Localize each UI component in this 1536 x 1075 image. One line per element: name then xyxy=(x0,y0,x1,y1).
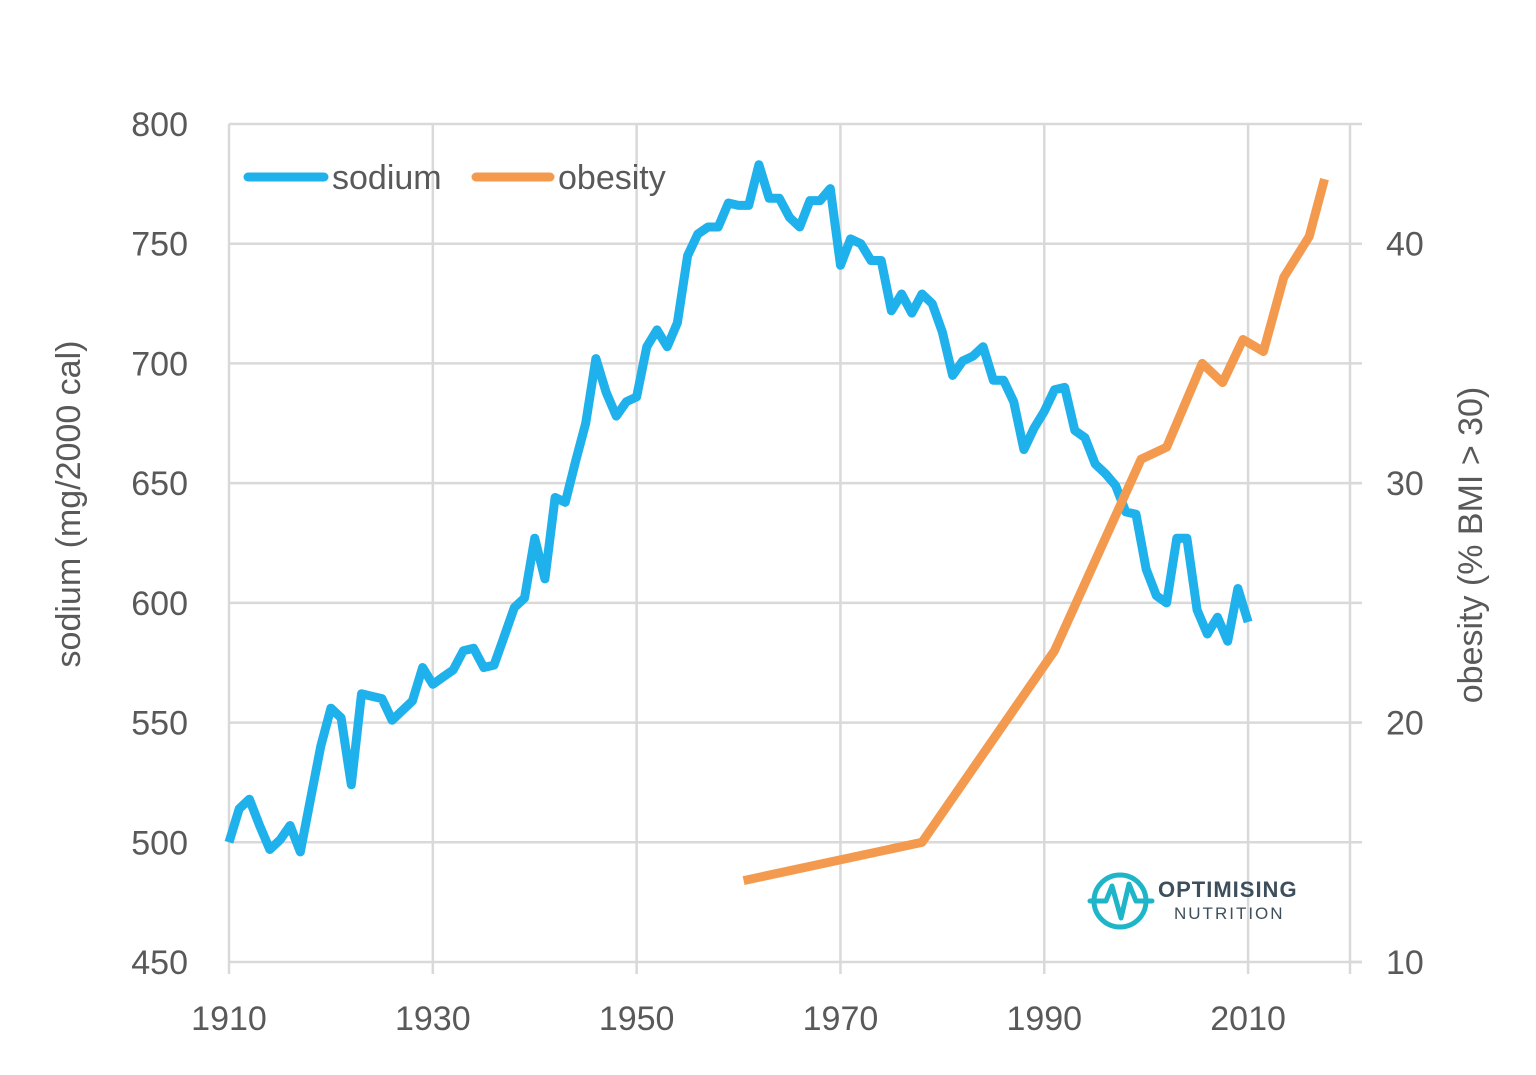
x-tick-label: 1910 xyxy=(191,1000,267,1038)
left-axis-ticks: 450 500 550 600 650 700 750 800 xyxy=(131,106,188,982)
y-right-axis-title: obesity (% BMI > 30) xyxy=(1452,387,1490,704)
x-tick-label: 2010 xyxy=(1210,1000,1286,1038)
y-left-tick-label: 550 xyxy=(131,705,188,743)
series-line-obesity xyxy=(742,177,1329,885)
legend: sodium obesity xyxy=(243,159,666,197)
x-tick-label: 1970 xyxy=(803,1000,879,1038)
brand-name: OPTIMISING xyxy=(1158,877,1298,902)
y-left-tick-label: 800 xyxy=(131,106,188,144)
brand-logo: OPTIMISING NUTRITION xyxy=(1087,872,1298,930)
right-axis-ticks: 10 20 30 40 xyxy=(1386,226,1424,982)
x-tick-label: 1950 xyxy=(599,1000,675,1038)
legend-label-sodium: sodium xyxy=(332,159,442,197)
heartbeat-logo-icon xyxy=(1087,872,1155,930)
y-right-tick-label: 20 xyxy=(1386,705,1424,743)
y-left-tick-label: 650 xyxy=(131,465,188,503)
y-right-tick-label: 40 xyxy=(1386,226,1424,264)
series-layer xyxy=(224,160,1329,885)
x-tick-label: 1990 xyxy=(1006,1000,1082,1038)
y-left-tick-label: 450 xyxy=(131,944,188,982)
y-right-tick-label: 30 xyxy=(1386,465,1424,503)
brand-subname: NUTRITION xyxy=(1174,904,1285,923)
x-axis-ticks: 1910 1930 1950 1970 1990 2010 xyxy=(191,1000,1286,1038)
y-left-tick-label: 500 xyxy=(131,824,188,862)
x-tick-label: 1930 xyxy=(395,1000,471,1038)
y-left-axis-title: sodium (mg/2000 cal) xyxy=(50,341,88,668)
y-left-tick-label: 700 xyxy=(131,345,188,383)
y-right-tick-label: 10 xyxy=(1386,944,1424,982)
y-left-tick-label: 600 xyxy=(131,585,188,623)
y-left-tick-label: 750 xyxy=(131,226,188,264)
series-line-sodium xyxy=(224,160,1253,857)
legend-label-obesity: obesity xyxy=(558,159,666,197)
